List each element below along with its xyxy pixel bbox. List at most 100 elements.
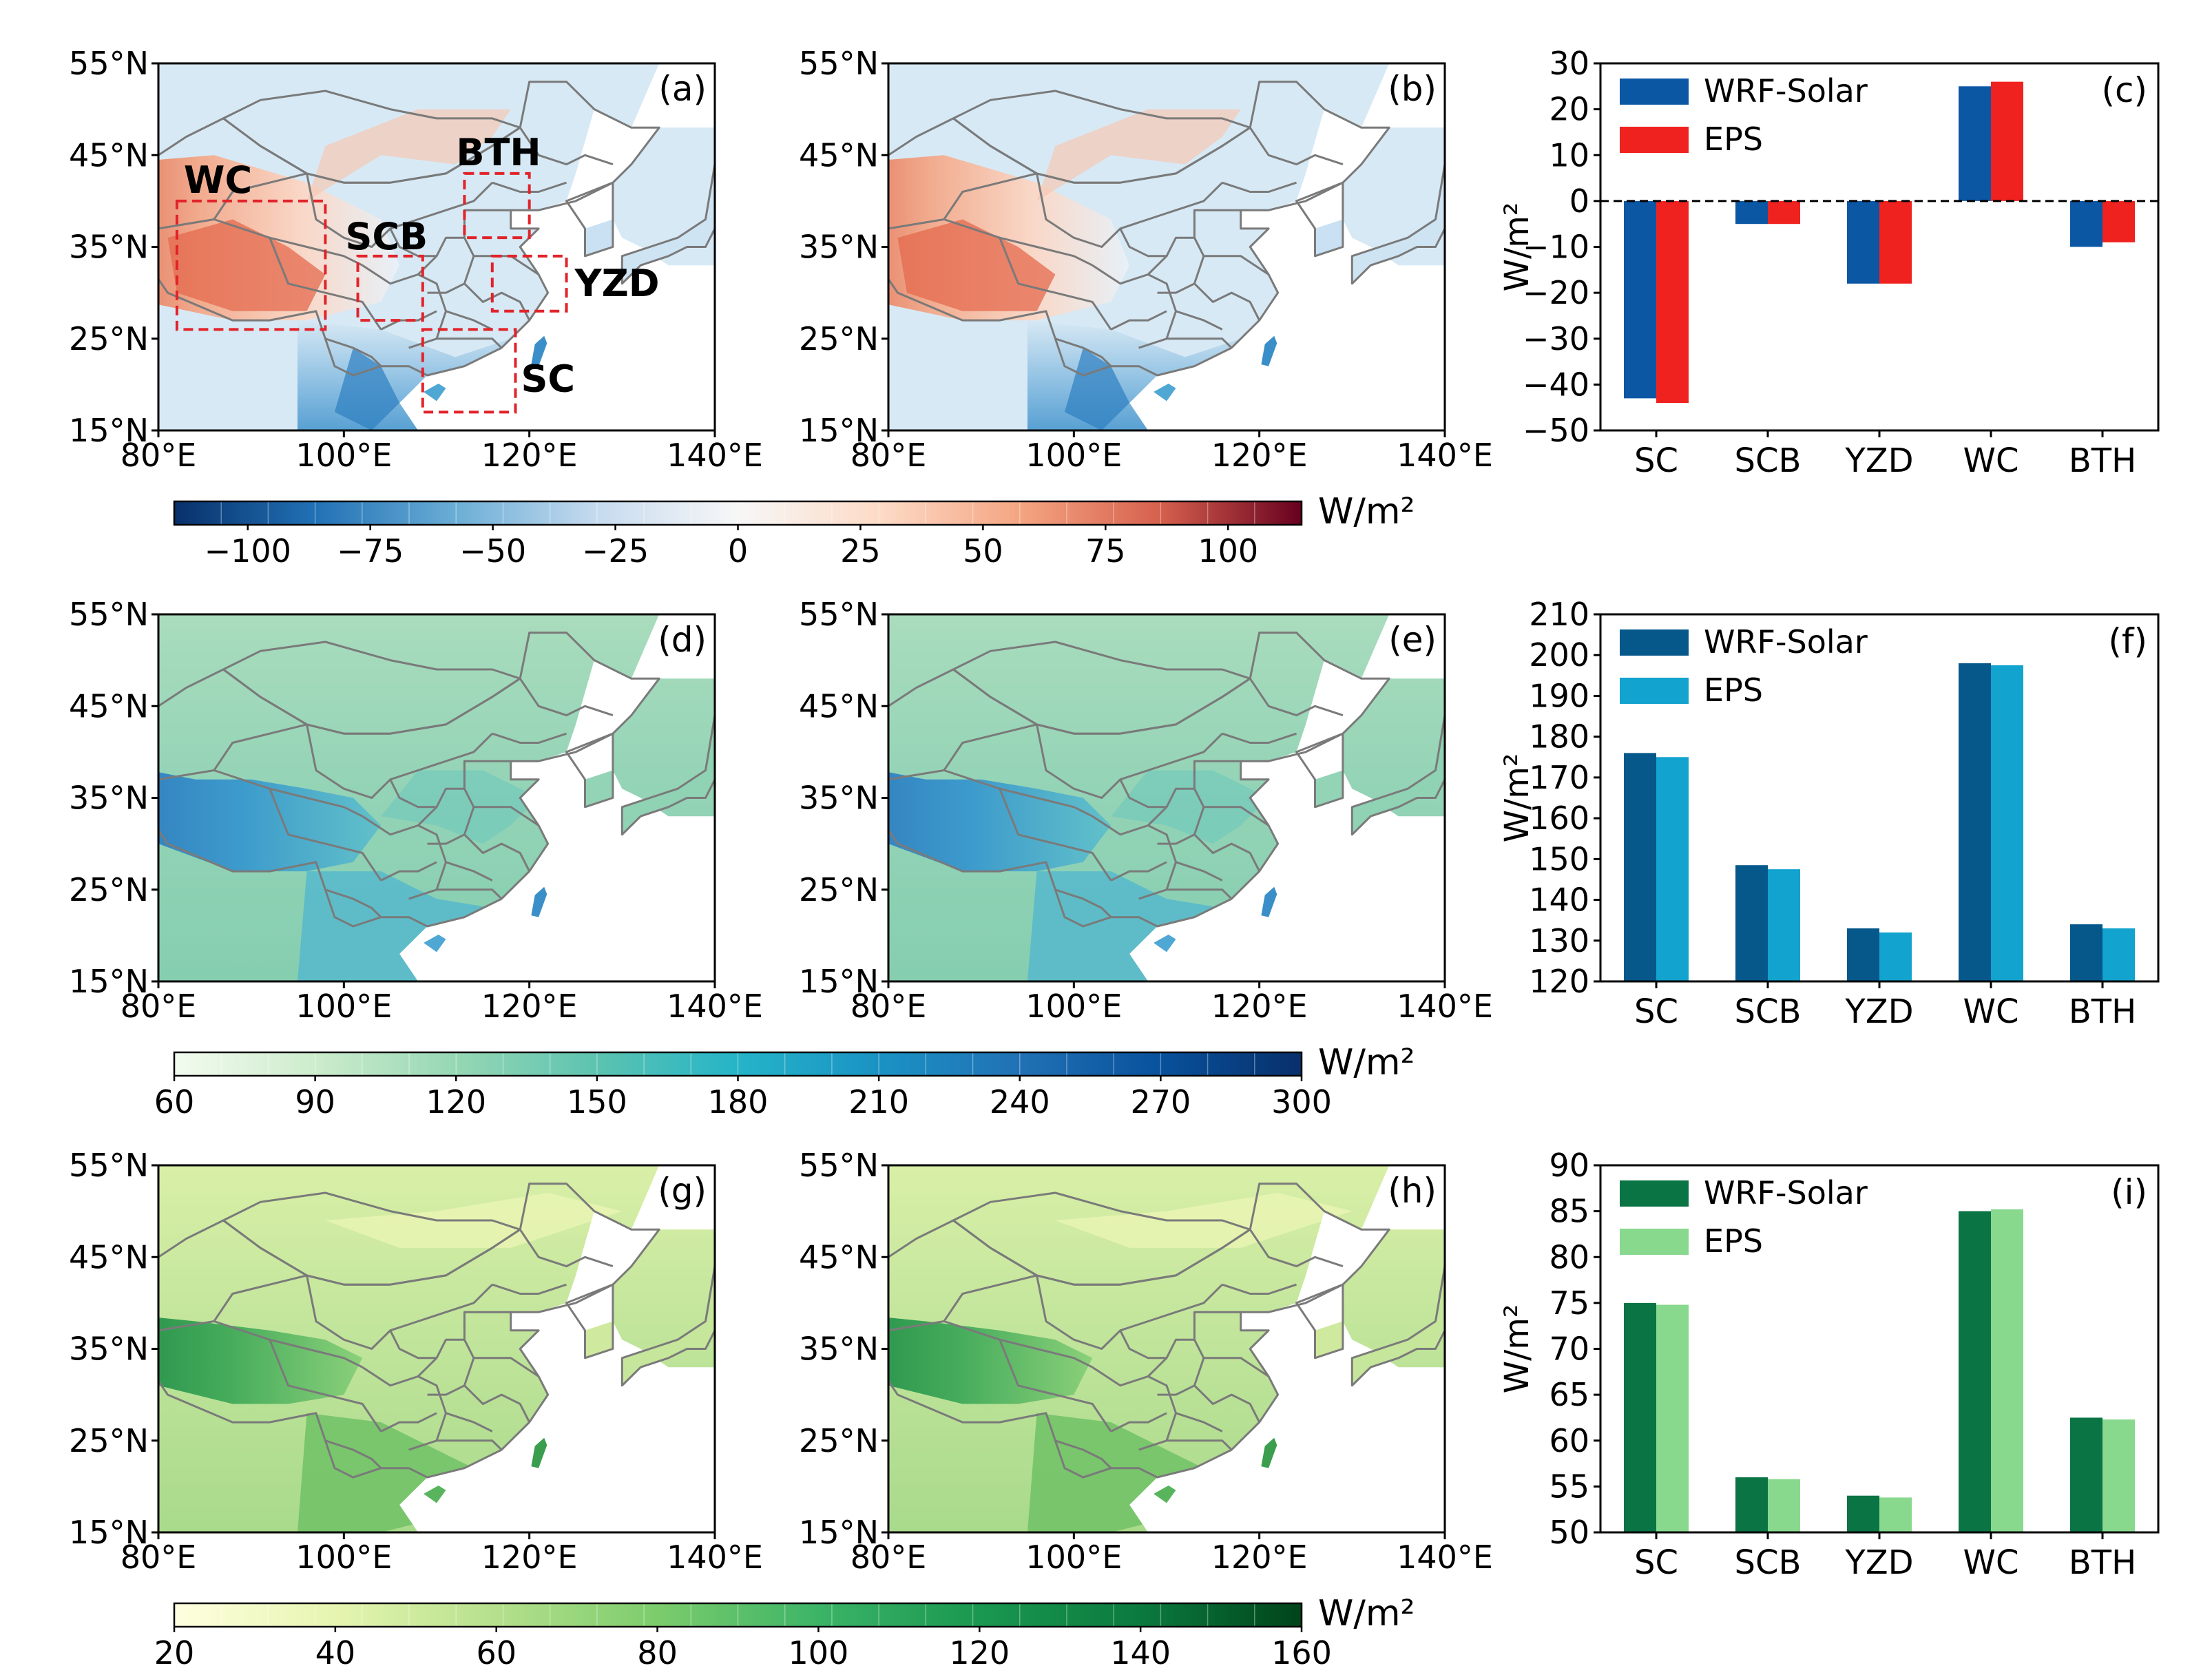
lon-tick-label: 80°E bbox=[121, 437, 197, 474]
korea-border bbox=[565, 181, 614, 258]
sea bbox=[1129, 614, 1445, 981]
panel-label: (i) bbox=[2111, 1172, 2147, 1212]
lat-tick-label: 55°N bbox=[69, 1147, 149, 1184]
province-border bbox=[269, 788, 382, 882]
japan-coast bbox=[620, 713, 715, 836]
taiwan-land bbox=[531, 1437, 547, 1468]
province-border bbox=[888, 218, 1093, 267]
province-border bbox=[1054, 337, 1112, 367]
region-label-scb: SCB bbox=[346, 215, 428, 258]
province-border bbox=[519, 127, 614, 166]
lat-tick-label: 25°N bbox=[799, 1422, 879, 1459]
province-border bbox=[519, 678, 614, 717]
hainan-land bbox=[1154, 1486, 1176, 1503]
lat-tick-label: 45°N bbox=[799, 687, 879, 725]
y-tick-label: 60 bbox=[1549, 1422, 1589, 1459]
colorbar-tick-label: 25 bbox=[840, 532, 881, 570]
map-panel: (d) 55°N 45°N 35°N 25°N 15°N80°E 100°E 120°E 140… bbox=[69, 596, 763, 1025]
y-tick-label: 20 bbox=[1549, 91, 1589, 128]
province-border bbox=[1119, 779, 1167, 809]
x-tick-label: WC bbox=[1963, 992, 2019, 1031]
bar-chart-i: SC SCB YZD WC BTH 90 85 80 75 70 65 60 55 50 W/m² (i) WR… bbox=[1498, 1147, 2160, 1582]
bar-eps-yzd bbox=[1879, 1497, 1912, 1532]
korea-border bbox=[565, 732, 614, 809]
province-border bbox=[1110, 861, 1167, 882]
bar-eps-sc bbox=[1656, 1304, 1689, 1532]
lon-tick-label: 120°E bbox=[1211, 1539, 1308, 1576]
colorbar: −100 −75 −50 −25 0 25 50 75 100 W/m² bbox=[173, 491, 1415, 570]
panel-label: (c) bbox=[2101, 70, 2147, 110]
bar-eps-wc bbox=[1991, 665, 2023, 981]
y-tick-label: 55 bbox=[1549, 1468, 1589, 1505]
bar-eps-scb bbox=[1768, 869, 1800, 981]
province-border bbox=[324, 888, 382, 918]
lat-tick-label: 45°N bbox=[69, 1238, 149, 1275]
y-tick-label: −10 bbox=[1523, 229, 1589, 266]
lon-tick-label: 100°E bbox=[295, 988, 392, 1025]
weak-anomaly-north bbox=[306, 109, 511, 201]
lon-tick-label: 140°E bbox=[667, 988, 763, 1025]
y-tick-label: 160 bbox=[1529, 800, 1589, 837]
region-label-wc: WC bbox=[184, 158, 252, 202]
x-tick-label: BTH bbox=[2069, 1543, 2136, 1582]
panel-label: (a) bbox=[658, 69, 707, 109]
x-tick-label: BTH bbox=[2069, 441, 2136, 480]
x-tick-label: SC bbox=[1634, 441, 1678, 480]
lon-tick-label: 120°E bbox=[1211, 988, 1308, 1025]
japan-coast bbox=[1350, 1264, 1445, 1387]
y-axis-label: W/m² bbox=[1498, 753, 1536, 843]
korea-border bbox=[565, 1283, 614, 1360]
x-tick-label: YZD bbox=[1844, 992, 1913, 1031]
province-border bbox=[1147, 1338, 1269, 1377]
province-border bbox=[446, 310, 493, 331]
region-box-wc bbox=[175, 199, 327, 331]
lat-tick-label: 15°N bbox=[69, 1514, 149, 1551]
province-border bbox=[1110, 1412, 1167, 1433]
colorbar-tick-label: −100 bbox=[205, 532, 291, 570]
lon-tick-label: 100°E bbox=[295, 1539, 392, 1576]
lon-tick-label: 140°E bbox=[1397, 437, 1493, 474]
lat-tick-label: 15°N bbox=[799, 1514, 879, 1551]
korea-border bbox=[1295, 1283, 1344, 1360]
province-border bbox=[463, 209, 511, 238]
lon-tick-label: 80°E bbox=[121, 1539, 197, 1576]
colorbar-tick-label: −75 bbox=[337, 532, 404, 570]
korea-land bbox=[585, 219, 613, 256]
bar-eps-yzd bbox=[1879, 932, 1912, 981]
region-label-sc: SC bbox=[521, 357, 575, 400]
legend-swatch bbox=[1620, 127, 1689, 153]
sea bbox=[1129, 63, 1445, 430]
lon-tick-label: 140°E bbox=[1397, 988, 1493, 1025]
province-border bbox=[1054, 1439, 1112, 1469]
korea-border bbox=[1295, 732, 1344, 809]
lon-tick-label: 80°E bbox=[851, 437, 927, 474]
province-border bbox=[158, 769, 363, 817]
lon-tick-label: 120°E bbox=[481, 437, 578, 474]
lat-tick-label: 25°N bbox=[799, 320, 879, 357]
province-border bbox=[437, 337, 503, 349]
province-border bbox=[1222, 732, 1297, 744]
province-border bbox=[1176, 310, 1223, 331]
lat-tick-label: 35°N bbox=[799, 780, 879, 817]
y-tick-label: 0 bbox=[1569, 183, 1589, 220]
province-border bbox=[1193, 1311, 1241, 1340]
colorbar-tick-label: 270 bbox=[1130, 1083, 1191, 1121]
province-border bbox=[427, 833, 466, 845]
province-border bbox=[943, 1274, 1037, 1322]
panel-label: (f) bbox=[2108, 621, 2147, 661]
region-box-yzd bbox=[490, 254, 568, 313]
strong-anomaly-core bbox=[897, 219, 1056, 311]
korea-border bbox=[1295, 181, 1344, 258]
japan-land bbox=[622, 164, 715, 284]
strong-negative-core bbox=[1064, 348, 1130, 430]
lat-tick-label: 15°N bbox=[799, 963, 879, 1000]
lon-tick-label: 100°E bbox=[1025, 437, 1122, 474]
bar-wrfsolar-scb bbox=[1735, 865, 1768, 981]
province-border bbox=[437, 1439, 503, 1451]
colorbar-tick-label: 300 bbox=[1271, 1083, 1332, 1121]
map-field bbox=[888, 1165, 1445, 1532]
bar-wrfsolar-sc bbox=[1624, 1302, 1656, 1532]
region-label-bth: BTH bbox=[456, 131, 541, 174]
y-tick-label: 30 bbox=[1549, 45, 1589, 82]
colorbar-tick-label: 80 bbox=[637, 1634, 678, 1671]
